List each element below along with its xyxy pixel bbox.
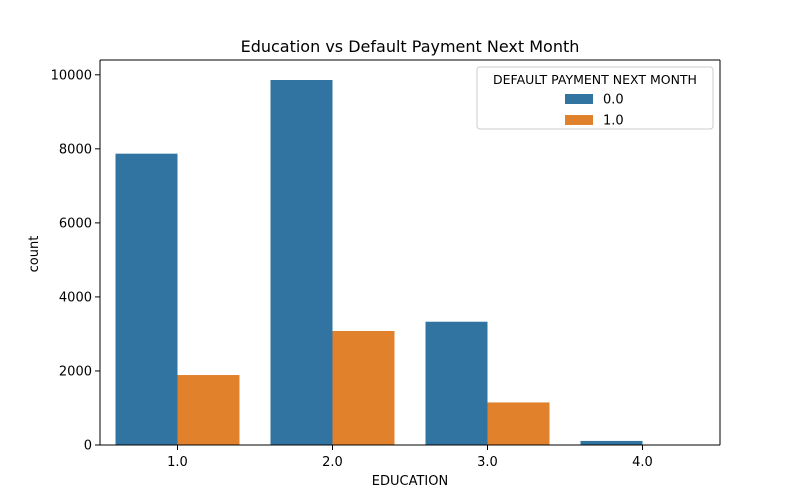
y-tick-label: 4000 <box>59 290 92 305</box>
legend-swatch-0.0 <box>565 94 593 104</box>
legend-swatch-1.0 <box>565 115 593 125</box>
x-tick-label: 3.0 <box>477 455 498 470</box>
bar-4.0-0.0 <box>581 441 643 445</box>
legend-label-1.0: 1.0 <box>603 114 624 129</box>
legend-label-0.0: 0.0 <box>603 93 624 108</box>
y-tick-label: 10000 <box>51 68 92 83</box>
y-tick-label: 8000 <box>59 142 92 157</box>
bar-1.0-1.0 <box>178 375 240 445</box>
bar-2.0-0.0 <box>271 80 333 445</box>
x-tick-label: 2.0 <box>322 455 343 470</box>
bar-3.0-1.0 <box>488 402 550 445</box>
x-tick-label: 1.0 <box>167 455 188 470</box>
y-tick-label: 0 <box>84 439 92 454</box>
y-axis-label: count <box>27 236 42 273</box>
chart-title: Education vs Default Payment Next Month <box>241 37 580 56</box>
bars-layer <box>116 80 705 445</box>
bar-1.0-0.0 <box>116 154 178 445</box>
legend: DEFAULT PAYMENT NEXT MONTH 0.0 1.0 <box>477 67 713 129</box>
legend-title: DEFAULT PAYMENT NEXT MONTH <box>493 72 697 87</box>
y-tick-label: 6000 <box>59 216 92 231</box>
x-axis-label: EDUCATION <box>372 474 448 489</box>
bar-3.0-0.0 <box>426 322 488 445</box>
x-tick-label: 4.0 <box>632 455 653 470</box>
y-tick-label: 2000 <box>59 364 92 379</box>
bar-2.0-1.0 <box>333 331 395 445</box>
